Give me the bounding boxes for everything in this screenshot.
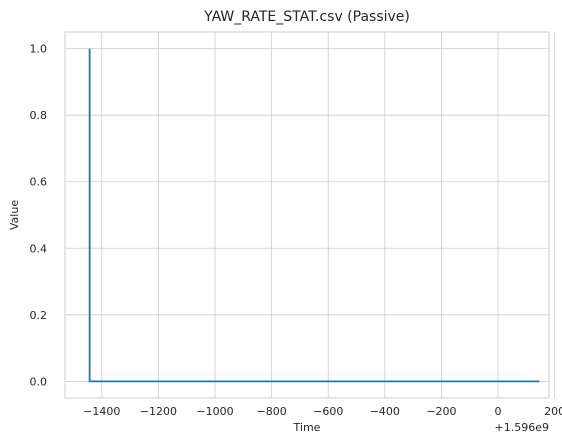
x-tick-label: 0 xyxy=(495,405,502,418)
x-tick-label: −200 xyxy=(426,405,456,418)
x-tick-label: −1000 xyxy=(196,405,233,418)
y-gridlines xyxy=(65,48,549,382)
y-tick-label: 0.0 xyxy=(30,375,48,388)
x-offset-label: +1.596e9 xyxy=(495,421,549,434)
y-axis-label: Value xyxy=(8,200,21,230)
series-group xyxy=(88,48,540,383)
x-tick-label: −1400 xyxy=(83,405,120,418)
x-tick-label: −800 xyxy=(257,405,287,418)
chart-title: YAW_RATE_STAT.csv (Passive) xyxy=(203,9,410,25)
x-tick-label: −600 xyxy=(313,405,343,418)
x-tick-label: −1200 xyxy=(140,405,177,418)
y-tick-label: 1.0 xyxy=(30,43,48,56)
y-tick-label: 0.6 xyxy=(30,176,48,189)
y-tick-label: 0.4 xyxy=(30,242,48,255)
x-gridlines xyxy=(101,32,556,398)
plot-frame xyxy=(64,31,550,399)
x-tick-labels: −1400 −1200 −1000 −800 −600 −400 −200 0 200 xyxy=(83,405,562,418)
x-axis-label: Time xyxy=(293,421,321,434)
x-tick-label: −400 xyxy=(370,405,400,418)
y-tick-labels: 0.0 0.2 0.4 0.6 0.8 1.0 xyxy=(30,43,48,389)
y-tick-label: 0.2 xyxy=(30,309,48,322)
y-tick-label: 0.8 xyxy=(30,109,48,122)
series-line xyxy=(88,48,540,383)
x-tick-label: 200 xyxy=(544,405,562,418)
